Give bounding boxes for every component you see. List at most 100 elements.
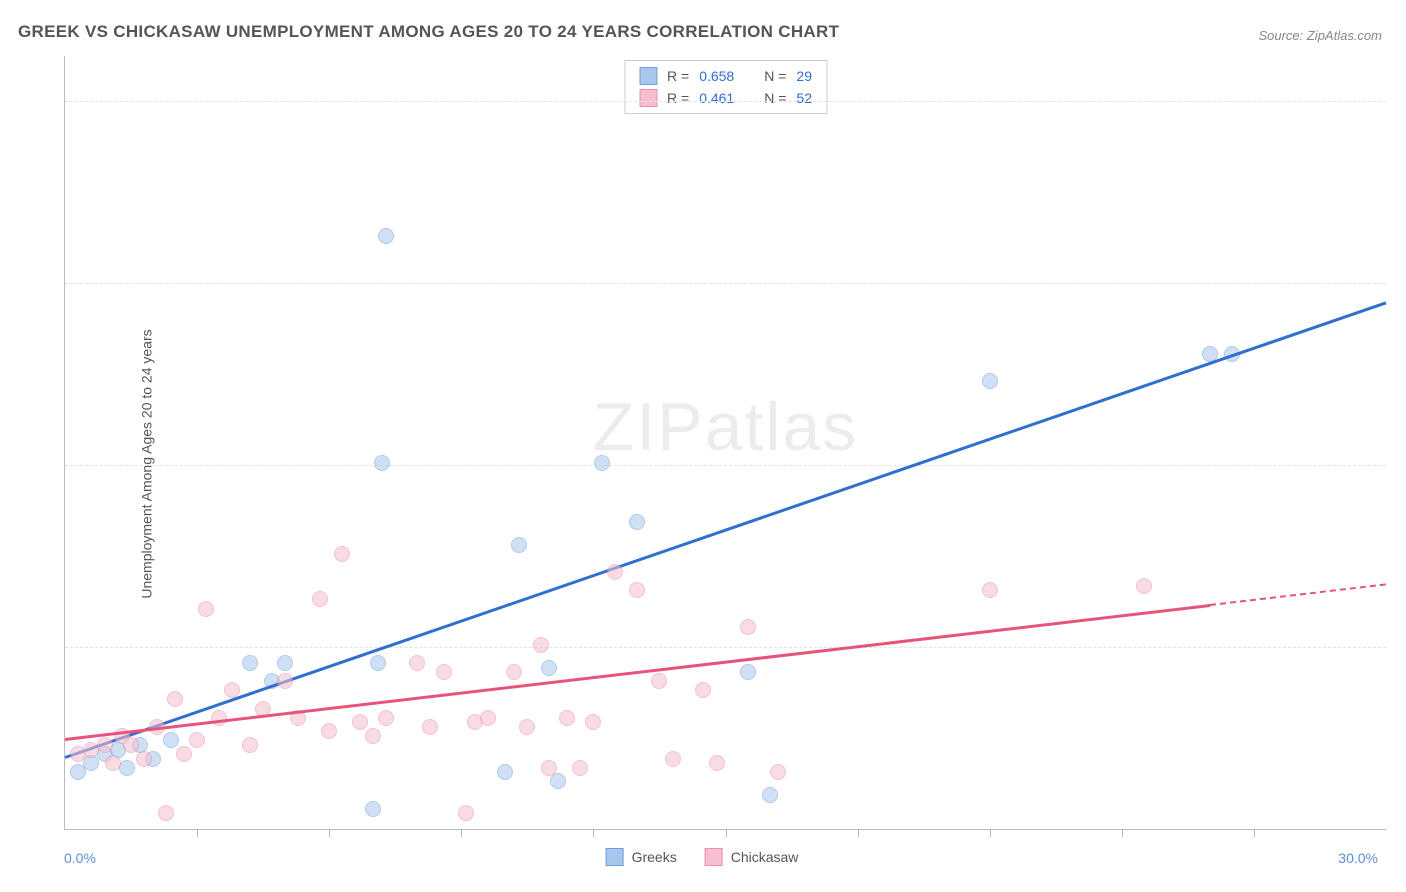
source-prefix: Source:	[1258, 28, 1306, 43]
data-point	[511, 537, 527, 553]
data-point	[378, 228, 394, 244]
data-point	[436, 664, 452, 680]
source-name: ZipAtlas.com	[1307, 28, 1382, 43]
data-point	[762, 787, 778, 803]
legend-swatch	[606, 848, 624, 866]
data-point	[740, 619, 756, 635]
data-point	[506, 664, 522, 680]
plot-area: ZIPatlas R =0.658N =29R =0.461N =52 20.0…	[64, 56, 1386, 830]
data-point	[607, 564, 623, 580]
data-point	[97, 737, 113, 753]
data-point	[189, 732, 205, 748]
x-axis-max-label: 30.0%	[1338, 850, 1378, 866]
data-point	[211, 710, 227, 726]
gridline-h	[65, 283, 1386, 284]
data-point	[365, 728, 381, 744]
data-point	[480, 710, 496, 726]
legend-item: Chickasaw	[705, 848, 799, 866]
data-point	[982, 373, 998, 389]
x-tick	[329, 829, 330, 837]
x-tick	[726, 829, 727, 837]
data-point	[242, 737, 258, 753]
gridline-h	[65, 101, 1386, 102]
stats-row: R = 0.658 N = 29	[639, 65, 812, 87]
r-label: R =	[667, 68, 689, 84]
data-point	[497, 764, 513, 780]
x-tick	[461, 829, 462, 837]
r-value: 0.658	[699, 68, 734, 84]
x-tick	[858, 829, 859, 837]
data-point	[651, 673, 667, 689]
r-label: R =	[667, 90, 689, 106]
chart-title: GREEK VS CHICKASAW UNEMPLOYMENT AMONG AG…	[18, 22, 839, 42]
data-point	[176, 746, 192, 762]
x-tick	[593, 829, 594, 837]
data-point	[629, 514, 645, 530]
data-point	[541, 660, 557, 676]
trend-line-extrapolated	[1210, 583, 1386, 606]
trend-line	[65, 604, 1210, 740]
data-point	[572, 760, 588, 776]
data-point	[277, 673, 293, 689]
data-point	[594, 455, 610, 471]
data-point	[321, 723, 337, 739]
data-point	[740, 664, 756, 680]
gridline-h	[65, 647, 1386, 648]
data-point	[123, 737, 139, 753]
data-point	[312, 591, 328, 607]
x-tick	[197, 829, 198, 837]
stats-row: R = 0.461 N = 52	[639, 87, 812, 109]
x-tick	[1254, 829, 1255, 837]
data-point	[370, 655, 386, 671]
n-value: 52	[796, 90, 812, 106]
data-point	[352, 714, 368, 730]
data-point	[458, 805, 474, 821]
data-point	[277, 655, 293, 671]
n-label: N =	[764, 90, 786, 106]
correlation-stats-box: R = 0.658 N = 29 R = 0.461 N = 52	[624, 60, 827, 114]
data-point	[198, 601, 214, 617]
data-point	[163, 732, 179, 748]
series-legend: Greeks Chickasaw	[606, 848, 799, 866]
n-value: 29	[796, 68, 812, 84]
legend-label: Chickasaw	[731, 849, 799, 865]
data-point	[422, 719, 438, 735]
data-point	[629, 582, 645, 598]
watermark-text: ZIPatlas	[593, 388, 858, 466]
data-point	[695, 682, 711, 698]
data-point	[770, 764, 786, 780]
data-point	[533, 637, 549, 653]
data-point	[158, 805, 174, 821]
trend-line	[65, 302, 1387, 759]
data-point	[224, 682, 240, 698]
data-point	[709, 755, 725, 771]
data-point	[550, 773, 566, 789]
data-point	[409, 655, 425, 671]
data-point	[585, 714, 601, 730]
data-point	[167, 691, 183, 707]
source-attribution: Source: ZipAtlas.com	[1258, 28, 1382, 43]
legend-swatch	[705, 848, 723, 866]
data-point	[1136, 578, 1152, 594]
legend-swatch	[639, 67, 657, 85]
data-point	[982, 582, 998, 598]
data-point	[378, 710, 394, 726]
data-point	[374, 455, 390, 471]
r-value: 0.461	[699, 90, 734, 106]
data-point	[136, 751, 152, 767]
legend-item: Greeks	[606, 848, 677, 866]
n-label: N =	[764, 68, 786, 84]
legend-swatch	[639, 89, 657, 107]
legend-label: Greeks	[632, 849, 677, 865]
gridline-h	[65, 465, 1386, 466]
x-tick	[1122, 829, 1123, 837]
data-point	[105, 755, 121, 771]
chart-container: Unemployment Among Ages 20 to 24 years Z…	[18, 56, 1386, 872]
data-point	[665, 751, 681, 767]
x-axis-min-label: 0.0%	[64, 850, 96, 866]
x-tick	[990, 829, 991, 837]
data-point	[541, 760, 557, 776]
data-point	[559, 710, 575, 726]
data-point	[334, 546, 350, 562]
data-point	[365, 801, 381, 817]
